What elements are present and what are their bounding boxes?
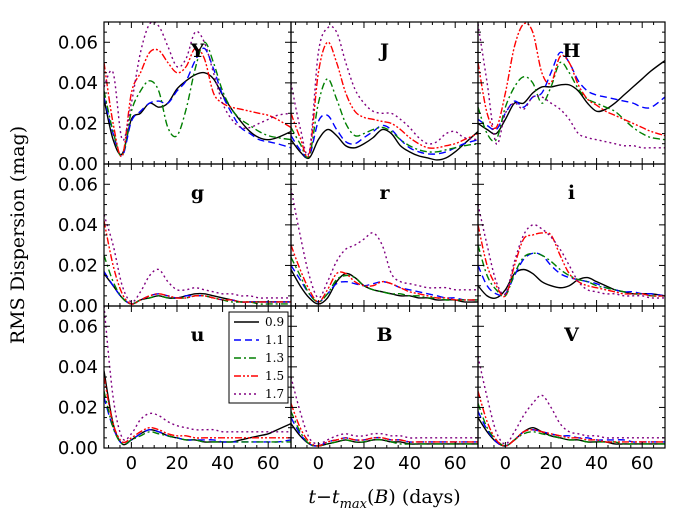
- panel-label-V: V: [563, 324, 580, 346]
- x-tick-label: 60: [257, 453, 280, 474]
- panel-u: u: [103, 305, 292, 449]
- panel-label-B: B: [376, 324, 392, 346]
- series-line-u-1.5: [104, 376, 291, 444]
- series-line-B-1.7: [291, 376, 478, 445]
- panel-J: J: [290, 21, 479, 165]
- panel-H-series: [478, 22, 665, 149]
- x-axis-title: t−tmax(B) (days): [308, 486, 460, 512]
- y-tick-label: 0.04: [58, 73, 98, 94]
- series-line-r-0.9: [291, 269, 478, 305]
- panel-i: i: [477, 163, 666, 307]
- legend-label-1.5: 1.5: [265, 369, 284, 383]
- series-line-J-1.3: [291, 78, 478, 159]
- panel-label-J: J: [378, 40, 389, 62]
- panel-g: g: [103, 163, 292, 307]
- series-line-J-1.1: [291, 114, 478, 159]
- series-line-g-1.5: [104, 220, 291, 305]
- series-line-B-0.9: [291, 423, 478, 447]
- x-tick-labels: 0 20 40 60 0 20 40 60 0 20 40 60: [126, 453, 654, 474]
- panel-V-series: [478, 356, 665, 447]
- legend-label-1.7: 1.7: [265, 387, 284, 401]
- panel-label-i: i: [568, 182, 575, 204]
- series-line-J-0.9: [291, 128, 478, 161]
- series-line-H-1.3: [478, 61, 665, 143]
- x-tick-label: 40: [211, 453, 234, 474]
- y-tick-label: 0.06: [58, 174, 98, 195]
- panel-B-series: [291, 376, 478, 447]
- series-line-i-1.5: [478, 224, 665, 298]
- series-line-Y-1.7: [104, 22, 291, 141]
- series-line-g-1.7: [104, 214, 291, 303]
- x-tick-label: 60: [631, 453, 654, 474]
- x-tick-label: 40: [585, 453, 608, 474]
- series-line-Y-1.3: [104, 41, 291, 157]
- x-tick-label: 20: [166, 453, 189, 474]
- y-tick-label: 0.04: [58, 357, 98, 378]
- panel-J-series: [291, 25, 478, 161]
- y-tick-label: 0.06: [58, 316, 98, 337]
- y-tick-label: 0.04: [58, 215, 98, 236]
- panel-i-series: [478, 204, 665, 299]
- panel-g-series: [104, 214, 291, 305]
- x-tick-label: 20: [353, 453, 376, 474]
- series-line-V-1.5: [478, 390, 665, 447]
- panel-Y: Y: [103, 21, 292, 165]
- y-tick-labels: 0.000.020.040.060.000.020.040.060.000.02…: [58, 32, 98, 459]
- panel-grid: Y J Hg r i u B V: [103, 21, 666, 449]
- panel-label-Y: Y: [190, 40, 205, 62]
- panel-ticks-i: [478, 163, 666, 307]
- panel-label-g: g: [191, 182, 204, 204]
- y-tick-label: 0.02: [58, 113, 98, 134]
- panel-V: V: [477, 305, 666, 449]
- y-tick-label: 0.02: [58, 255, 98, 276]
- series-line-g-0.9: [104, 273, 291, 305]
- panel-B: B: [290, 305, 479, 449]
- panel-r-series: [291, 188, 478, 305]
- panel-label-r: r: [379, 182, 390, 204]
- panel-H: H: [477, 21, 666, 165]
- panel-u-series: [104, 306, 291, 446]
- y-axis-title: RMS Dispersion (mag): [7, 126, 29, 344]
- series-line-u-1.1: [104, 397, 291, 446]
- legend-label-1.1: 1.1: [265, 333, 284, 347]
- legend-label-1.3: 1.3: [265, 351, 284, 365]
- series-line-B-1.5: [291, 403, 478, 447]
- y-tick-label: 0.00: [58, 438, 98, 459]
- panel-label-H: H: [563, 40, 581, 62]
- panel-ticks-B: [291, 305, 479, 449]
- series-line-g-1.3: [104, 255, 291, 305]
- panel-ticks-V: [478, 305, 666, 449]
- legend: 0.9 1.1 1.3 1.5 1.7: [228, 311, 289, 404]
- legend-label-0.9: 0.9: [265, 315, 284, 329]
- series-line-r-1.3: [291, 256, 478, 303]
- x-tick-label: 60: [444, 453, 467, 474]
- series-line-H-1.5: [478, 22, 665, 137]
- x-tick-label: 40: [398, 453, 421, 474]
- panel-Y-series: [104, 22, 291, 158]
- series-line-Y-1.1: [104, 47, 291, 157]
- series-line-V-1.7: [478, 356, 665, 445]
- series-line-r-1.1: [291, 265, 478, 303]
- panel-r: r: [290, 163, 479, 307]
- panel-ticks-r: [291, 163, 479, 307]
- y-tick-label: 0.00: [58, 154, 98, 175]
- series-line-V-1.3: [478, 403, 665, 447]
- series-line-H-1.7: [478, 23, 665, 149]
- x-tick-label: 20: [540, 453, 563, 474]
- series-line-r-1.5: [291, 244, 478, 303]
- y-tick-label: 0.06: [58, 32, 98, 53]
- series-line-Y-1.5: [104, 47, 291, 158]
- series-line-H-0.9: [478, 59, 665, 135]
- y-tick-label: 0.00: [58, 296, 98, 317]
- x-tick-label: 0: [500, 453, 511, 474]
- panel-label-u: u: [191, 324, 205, 346]
- x-tick-label: 0: [313, 453, 324, 474]
- series-line-J-1.5: [291, 41, 478, 158]
- series-line-V-1.1: [478, 411, 665, 447]
- y-tick-label: 0.02: [58, 397, 98, 418]
- x-tick-label: 0: [126, 453, 137, 474]
